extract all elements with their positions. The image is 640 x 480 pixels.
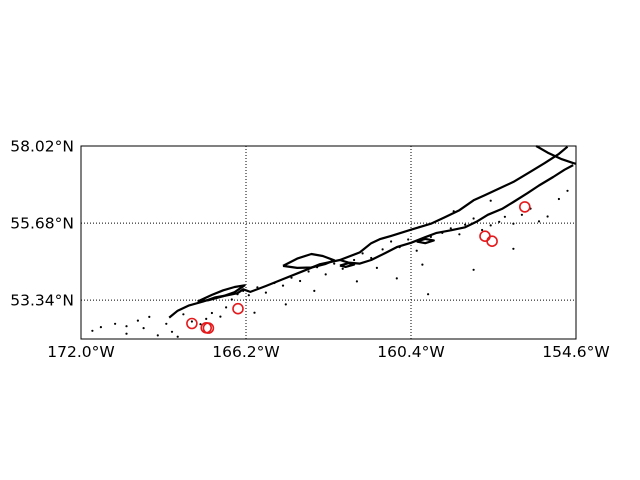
event-point xyxy=(225,306,228,309)
event-point xyxy=(512,247,515,250)
event-point xyxy=(316,266,319,269)
event-point xyxy=(290,276,293,279)
event-point xyxy=(236,293,239,296)
event-point xyxy=(125,325,128,328)
highlighted-event-marker xyxy=(518,201,531,213)
event-point xyxy=(546,215,549,218)
event-point xyxy=(375,266,378,269)
event-point xyxy=(481,228,484,232)
event-point xyxy=(182,313,185,316)
event-point xyxy=(353,258,356,262)
highlighted-events xyxy=(186,201,531,334)
event-point xyxy=(165,322,168,325)
event-point xyxy=(449,227,452,230)
event-point xyxy=(219,315,222,318)
event-point xyxy=(176,335,179,338)
event-point xyxy=(148,315,151,318)
event-point xyxy=(284,303,287,306)
lat-tick-label: 53.34°N xyxy=(10,292,74,310)
event-point xyxy=(381,248,384,251)
event-point xyxy=(458,233,461,236)
event-point xyxy=(307,270,310,273)
lat-tick-label: 58.02°N xyxy=(10,138,74,156)
lon-tick-label: 160.4°W xyxy=(377,343,444,361)
event-point xyxy=(503,215,506,218)
event-point xyxy=(273,281,276,285)
lon-tick-label: 154.6°W xyxy=(542,343,609,361)
event-point xyxy=(427,293,430,296)
highlighted-event-marker xyxy=(186,317,198,330)
event-point xyxy=(210,311,213,315)
event-point xyxy=(256,286,259,289)
coastline-sanak-islands xyxy=(339,262,356,268)
highlighted-event-marker xyxy=(202,322,215,334)
highlighted-event-marker xyxy=(232,302,244,315)
event-point xyxy=(537,220,541,223)
event-point xyxy=(472,217,475,220)
event-point xyxy=(421,263,424,266)
event-point xyxy=(299,279,302,283)
event-point xyxy=(136,319,139,322)
coastline-unimak-island xyxy=(282,252,336,269)
event-point xyxy=(398,246,401,249)
event-point xyxy=(281,284,285,287)
event-point xyxy=(557,197,561,201)
event-point xyxy=(512,222,515,225)
event-point xyxy=(190,320,193,323)
event-point xyxy=(114,322,117,325)
lon-tick-label: 166.2°W xyxy=(212,343,279,361)
event-point xyxy=(390,240,393,243)
event-point xyxy=(489,224,492,227)
event-point xyxy=(395,277,398,280)
event-point xyxy=(91,329,94,332)
event-point xyxy=(324,273,327,276)
coastlines xyxy=(168,145,577,319)
event-point xyxy=(333,262,336,265)
seismic-events xyxy=(91,189,569,338)
event-point xyxy=(142,327,145,330)
event-point xyxy=(341,267,344,270)
event-point xyxy=(230,298,233,301)
coastline-upper-peninsula-coast xyxy=(535,145,577,165)
event-point xyxy=(415,249,418,252)
event-point xyxy=(99,326,102,329)
event-point xyxy=(489,199,492,202)
event-point xyxy=(418,225,421,229)
coastline-shumagin-islands xyxy=(416,237,435,245)
event-point xyxy=(313,289,316,292)
event-point xyxy=(472,268,475,271)
event-point xyxy=(452,210,455,213)
event-point xyxy=(464,223,467,226)
event-point xyxy=(407,238,410,241)
event-point xyxy=(441,231,444,234)
event-point xyxy=(498,220,501,223)
event-point xyxy=(170,330,174,333)
coastline-unalaska-island xyxy=(197,284,246,303)
event-point xyxy=(370,256,373,260)
event-point xyxy=(199,323,202,326)
lon-tick-labels: 172.0°W 166.2°W 160.4°W 154.6°W xyxy=(47,343,609,361)
event-point xyxy=(429,235,432,238)
event-point xyxy=(253,311,256,314)
event-point xyxy=(205,317,208,320)
event-point xyxy=(156,334,159,337)
lat-tick-labels: 58.02°N 55.68°N 53.34°N xyxy=(10,138,74,310)
lon-tick-label: 172.0°W xyxy=(47,343,114,361)
lat-tick-label: 55.68°N xyxy=(10,215,74,233)
map-frame xyxy=(80,145,577,340)
event-point xyxy=(566,189,569,192)
event-point xyxy=(247,294,250,297)
event-point xyxy=(355,280,358,283)
event-point xyxy=(242,289,245,292)
coastline-alaska-peninsula-south-coast xyxy=(339,164,574,265)
highlighted-event-marker xyxy=(486,235,498,247)
event-point xyxy=(361,252,364,255)
event-point xyxy=(520,213,524,216)
event-point xyxy=(125,332,128,335)
event-point xyxy=(264,291,267,294)
